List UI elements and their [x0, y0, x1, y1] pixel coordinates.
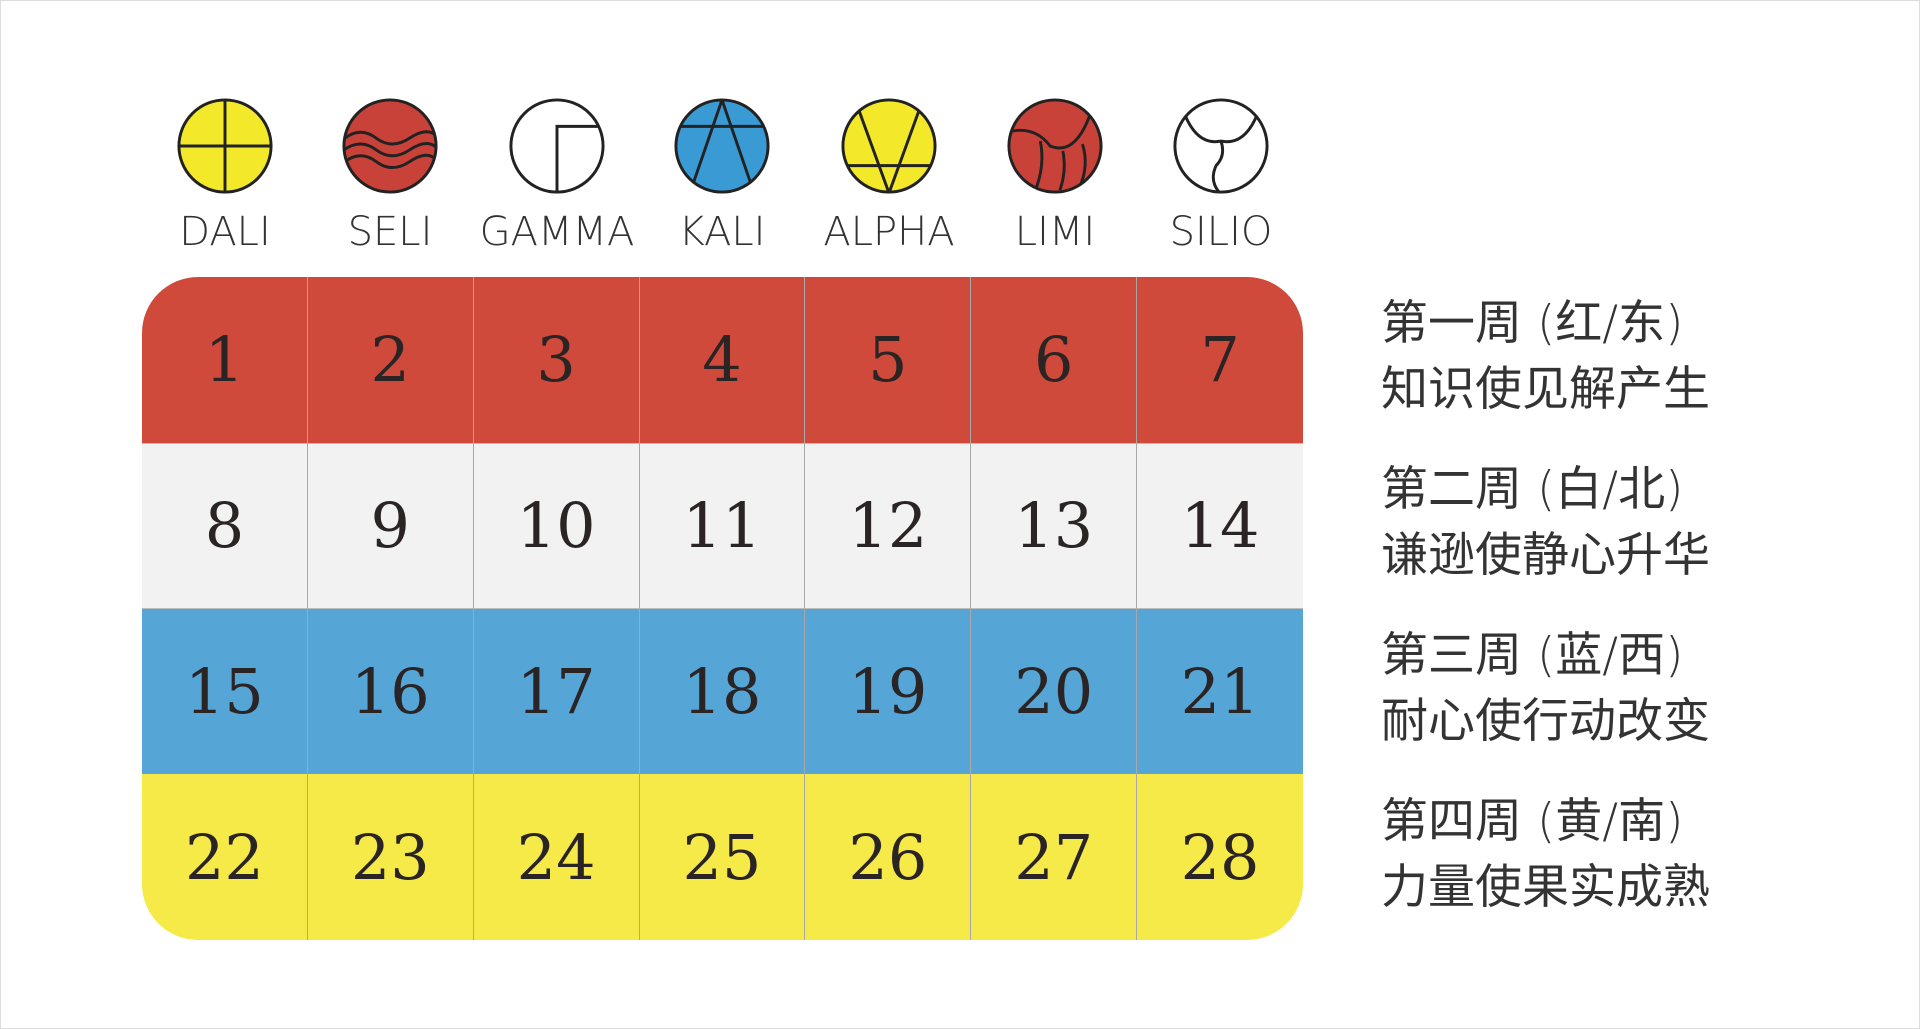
week-title: 第四周 (黄/南) — [1381, 794, 1684, 849]
day-cell: 2 — [307, 277, 474, 443]
day-cell: 22 — [142, 774, 308, 940]
day-cell: 19 — [805, 608, 972, 775]
day-cell: 17 — [473, 608, 640, 775]
glyph-label: KALI — [678, 209, 766, 255]
silio-icon — [1173, 98, 1269, 194]
week-4-description: 第四周 (黄/南) 力量使果实成熟 — [1381, 789, 1710, 921]
day-cell: 24 — [473, 774, 640, 940]
day-cell: 16 — [307, 608, 474, 775]
day-grid: 1 2 3 4 5 6 7 8 9 10 11 12 13 14 15 16 17 18 19 20 21 22 23 24 2… — [142, 277, 1303, 940]
day-cell: 10 — [473, 442, 640, 609]
week-title: 第三周 (蓝/西) — [1381, 628, 1684, 683]
day-cell: 27 — [971, 774, 1138, 940]
day-cell: 3 — [473, 277, 640, 443]
day-cell: 4 — [639, 277, 806, 443]
week-1-description: 第一周 (红/东) 知识使见解产生 — [1381, 291, 1710, 423]
day-cell: 11 — [639, 442, 806, 609]
glyph-label: ALPHA — [823, 209, 955, 255]
day-cell: 21 — [1137, 608, 1303, 775]
day-cell: 12 — [805, 442, 972, 609]
gamma-icon — [509, 98, 605, 194]
glyph-label: LIMI — [1014, 209, 1096, 255]
day-cell: 6 — [971, 277, 1138, 443]
week-3-description: 第三周 (蓝/西) 耐心使行动改变 — [1381, 623, 1710, 755]
day-cell: 26 — [805, 774, 972, 940]
day-cell: 18 — [639, 608, 806, 775]
glyph-label: DALI — [179, 209, 271, 255]
glyph-label: SILIO — [1169, 209, 1273, 255]
week-subtitle: 知识使见解产生 — [1381, 362, 1710, 417]
week-subtitle: 谦逊使静心升华 — [1381, 528, 1710, 583]
day-cell: 1 — [142, 277, 308, 443]
seli-waves-icon — [342, 98, 438, 194]
day-cell: 13 — [971, 442, 1138, 609]
glyph-label: GAMMA — [479, 209, 635, 255]
day-cell: 9 — [307, 442, 474, 609]
day-cell: 28 — [1137, 774, 1303, 940]
alpha-v-icon — [841, 98, 937, 194]
glyph-label: SELI — [347, 209, 433, 255]
day-cell: 5 — [805, 277, 972, 443]
day-cell: 7 — [1137, 277, 1303, 443]
day-cell: 8 — [142, 442, 308, 609]
day-cell: 20 — [971, 608, 1138, 775]
week-title: 第二周 (白/北) — [1381, 462, 1684, 517]
kali-a-icon — [674, 98, 770, 194]
limi-icon — [1007, 98, 1103, 194]
day-cell: 15 — [142, 608, 308, 775]
week-subtitle: 耐心使行动改变 — [1381, 694, 1710, 749]
day-cell: 23 — [307, 774, 474, 940]
week-title: 第一周 (红/东) — [1381, 296, 1684, 351]
day-cell: 14 — [1137, 442, 1303, 609]
dali-cross-icon — [177, 98, 273, 194]
week-subtitle: 力量使果实成熟 — [1381, 860, 1710, 915]
week-2-description: 第二周 (白/北) 谦逊使静心升华 — [1381, 457, 1710, 589]
day-cell: 25 — [639, 774, 806, 940]
